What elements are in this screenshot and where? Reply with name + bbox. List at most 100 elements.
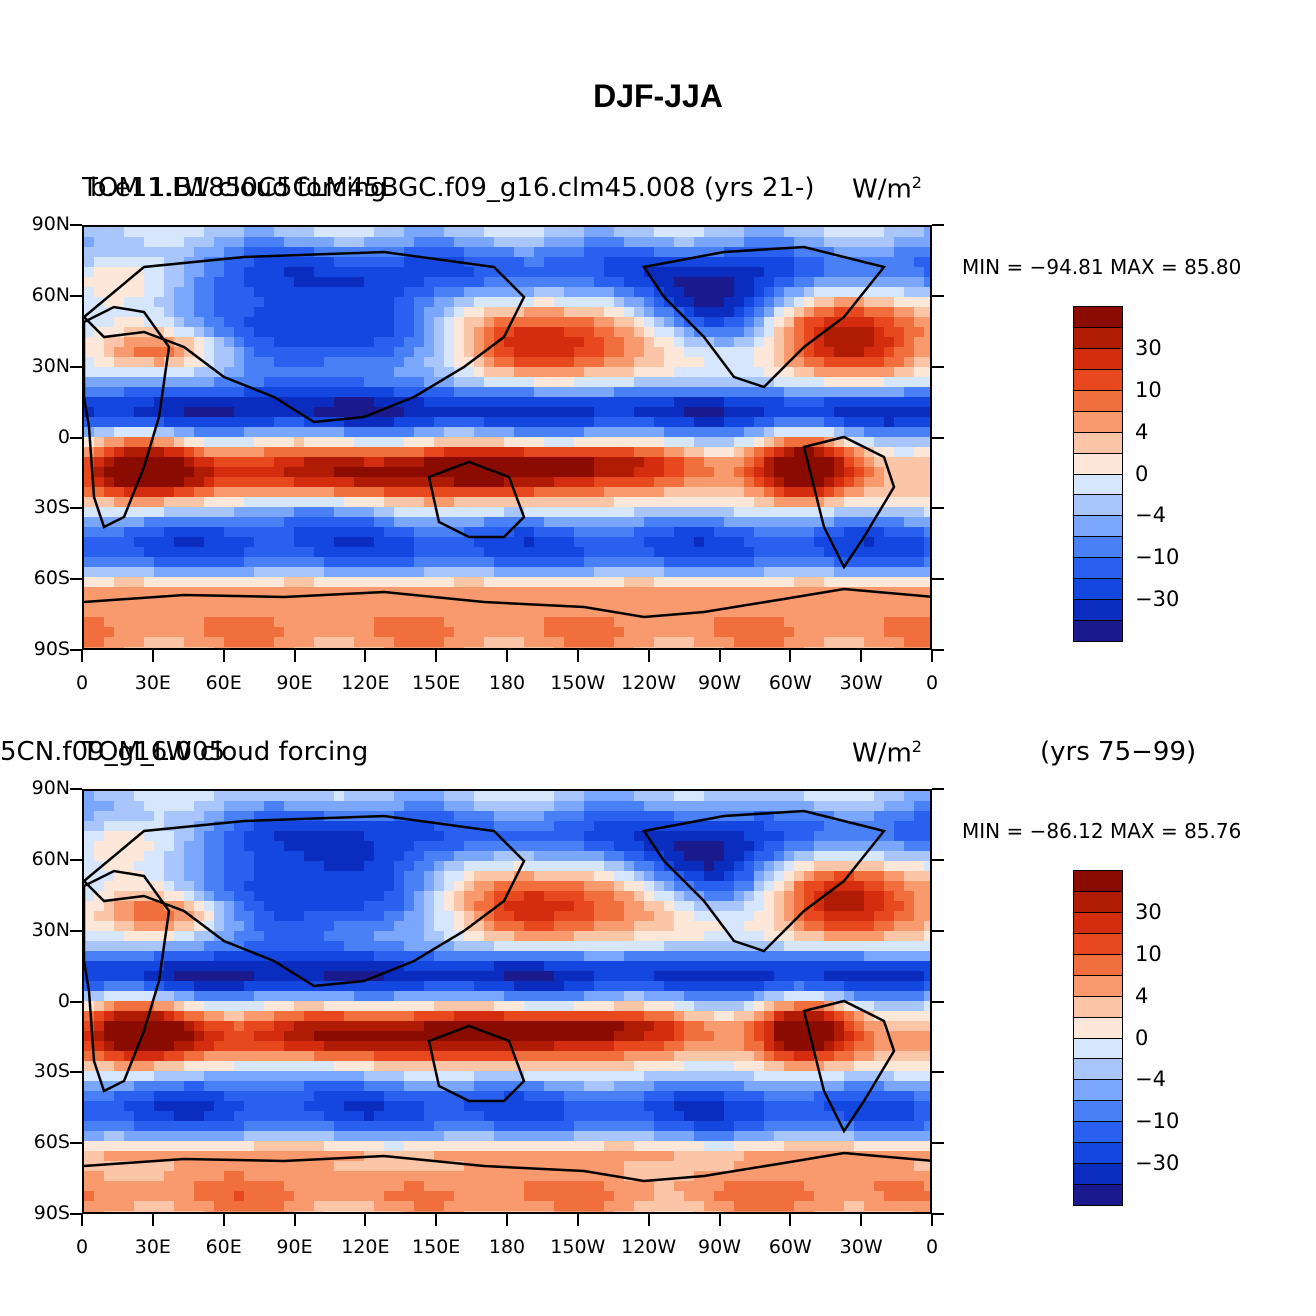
field-cell	[274, 237, 285, 248]
panel-bottom-years: (yrs 75−99)	[1040, 737, 1197, 767]
field-cell	[194, 931, 205, 942]
field-cell	[324, 647, 335, 648]
field-cell	[344, 267, 355, 278]
field-cell	[314, 427, 325, 438]
field-cell	[254, 627, 265, 638]
field-cell	[774, 891, 785, 902]
field-cell	[704, 801, 715, 812]
field-cell	[534, 921, 545, 932]
field-cell	[614, 267, 625, 278]
field-cell	[424, 931, 435, 942]
field-cell	[494, 377, 505, 388]
field-cell	[324, 547, 335, 558]
field-cell	[504, 407, 515, 418]
field-cell	[294, 931, 305, 942]
field-cell	[174, 227, 185, 238]
field-cell	[494, 507, 505, 518]
field-cell	[154, 507, 165, 518]
field-cell	[244, 577, 255, 588]
field-cell	[814, 647, 825, 648]
field-cell	[84, 801, 95, 812]
field-cell	[814, 237, 825, 248]
field-cell	[504, 447, 515, 458]
field-cell	[794, 841, 805, 852]
field-cell	[874, 417, 885, 428]
field-cell	[834, 437, 845, 448]
field-cell	[404, 861, 415, 872]
field-cell	[264, 467, 275, 478]
field-cell	[264, 237, 275, 248]
field-cell	[844, 397, 855, 408]
field-cell	[804, 427, 815, 438]
field-cell	[744, 527, 755, 538]
field-cell	[334, 277, 345, 288]
field-cell	[154, 921, 165, 932]
field-cell	[484, 901, 495, 912]
field-cell	[734, 437, 745, 448]
field-cell	[564, 317, 575, 328]
field-cell	[764, 467, 775, 478]
field-cell	[654, 327, 665, 338]
x-tick-label: 0	[925, 672, 939, 694]
field-cell	[434, 831, 445, 842]
field-cell	[484, 831, 495, 842]
field-cell	[394, 801, 405, 812]
field-cell	[354, 297, 365, 308]
field-cell	[814, 227, 825, 238]
field-cell	[794, 607, 805, 618]
field-cell	[784, 527, 795, 538]
field-cell	[214, 297, 225, 308]
field-cell	[394, 527, 405, 538]
field-cell	[344, 297, 355, 308]
field-cell	[754, 647, 765, 648]
field-cell	[684, 297, 695, 308]
field-cell	[284, 547, 295, 558]
field-cell	[334, 811, 345, 822]
x-tick-mark	[81, 650, 83, 662]
field-cell	[404, 347, 415, 358]
field-cell	[314, 647, 325, 648]
field-cell	[744, 307, 755, 318]
field-cell	[604, 901, 615, 912]
field-cell	[724, 327, 735, 338]
field-cell	[274, 597, 285, 608]
field-cell	[634, 477, 645, 488]
field-cell	[904, 267, 915, 278]
field-cell	[854, 357, 865, 368]
field-cell	[864, 357, 875, 368]
field-cell	[244, 307, 255, 318]
field-cell	[704, 841, 715, 852]
field-cell	[284, 891, 295, 902]
field-cell	[424, 881, 435, 892]
field-cell	[624, 547, 635, 558]
field-cell	[204, 257, 215, 268]
field-cell	[754, 337, 765, 348]
field-cell	[424, 387, 435, 398]
field-cell	[784, 891, 795, 902]
field-cell	[214, 801, 225, 812]
field-cell	[264, 487, 275, 498]
field-cell	[914, 327, 925, 338]
field-cell	[544, 517, 555, 528]
field-cell	[324, 257, 335, 268]
field-cell	[594, 637, 605, 648]
field-cell	[824, 627, 835, 638]
field-cell	[164, 547, 175, 558]
field-cell	[454, 227, 465, 238]
field-cell	[214, 831, 225, 842]
x-tick-label: 30W	[839, 672, 883, 694]
field-cell	[434, 637, 445, 648]
field-cell	[474, 387, 485, 398]
field-cell	[504, 497, 515, 508]
field-cell	[434, 257, 445, 268]
field-cell	[104, 407, 115, 418]
field-cell	[834, 811, 845, 822]
field-cell	[594, 597, 605, 608]
field-cell	[924, 821, 930, 832]
field-cell	[314, 337, 325, 348]
field-cell	[204, 347, 215, 358]
field-cell	[164, 557, 175, 568]
field-cell	[424, 577, 435, 588]
field-cell	[684, 647, 695, 648]
field-cell	[184, 407, 195, 418]
